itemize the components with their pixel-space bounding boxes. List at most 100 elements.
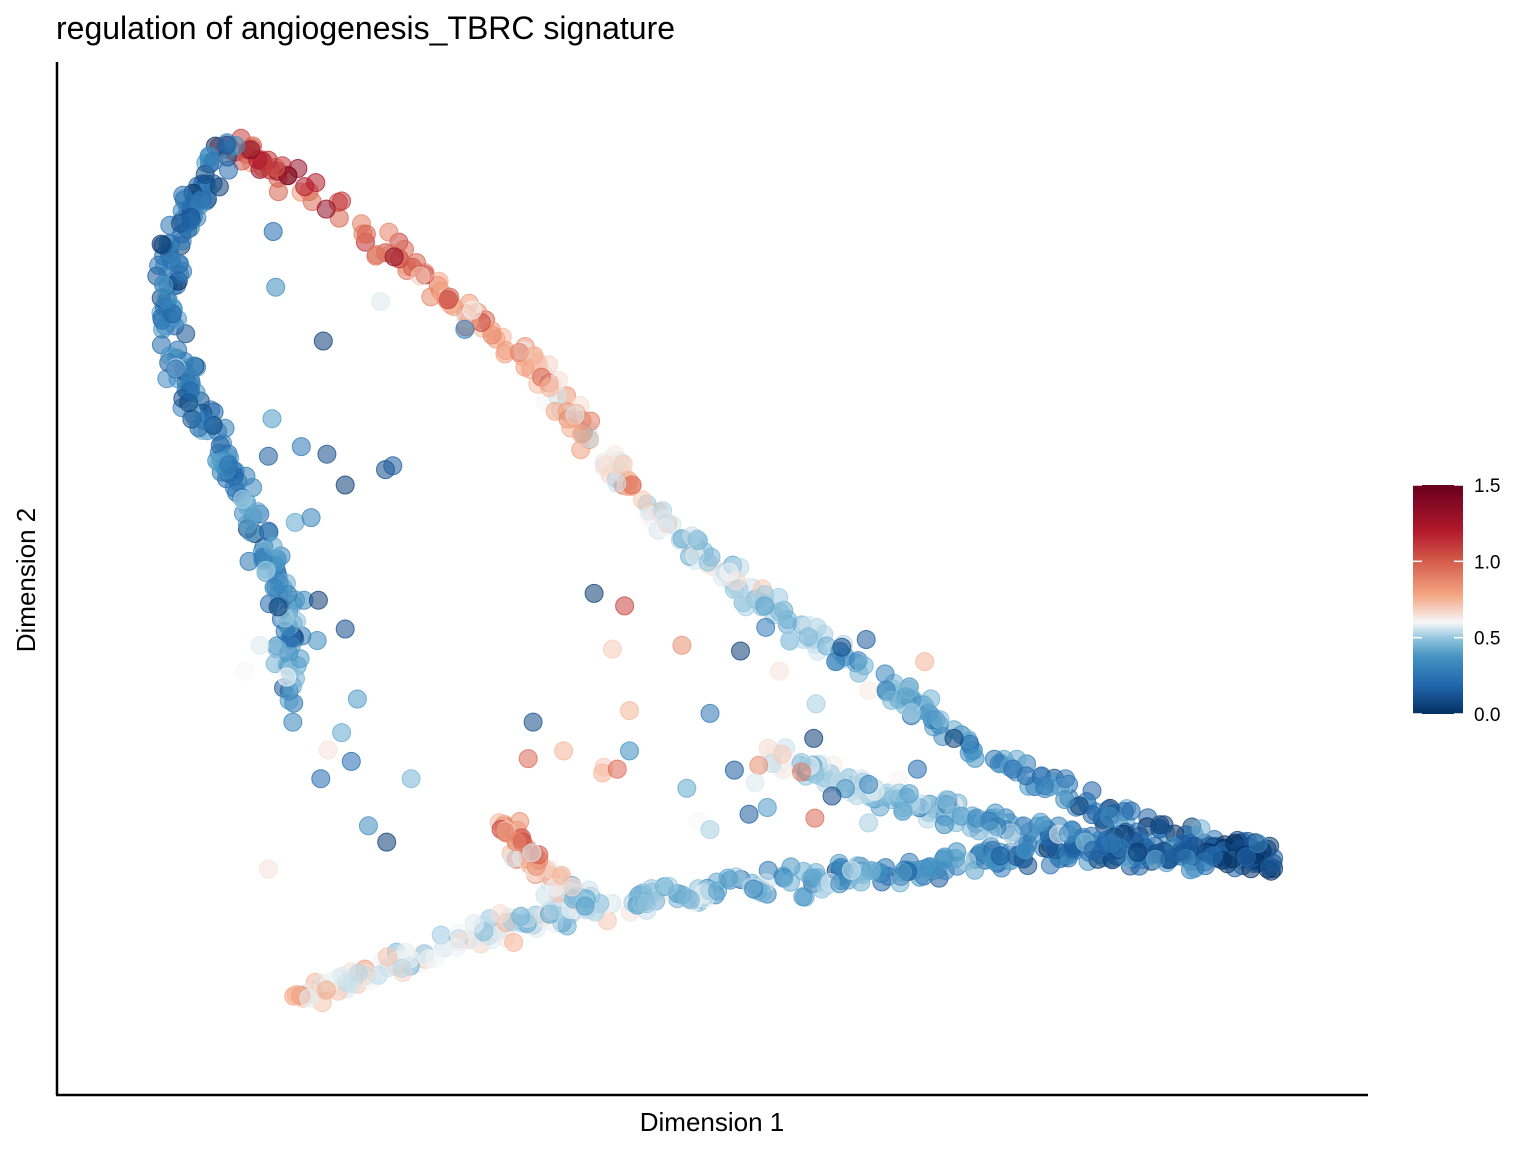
data-point: [602, 639, 622, 659]
data-point: [944, 728, 964, 748]
data-point: [317, 444, 337, 464]
colorbar: [1413, 485, 1463, 714]
data-point: [429, 271, 449, 291]
data-point: [1055, 790, 1075, 809]
data-point: [410, 266, 430, 286]
data-point: [936, 790, 956, 810]
data-point: [523, 712, 543, 732]
data-point: [178, 213, 198, 233]
data-point: [921, 689, 941, 709]
data-point: [219, 160, 238, 180]
data-point: [295, 177, 315, 197]
data-point: [180, 381, 200, 401]
data-point: [678, 888, 698, 908]
data-point: [464, 914, 484, 933]
data-point: [490, 904, 510, 924]
data-point: [552, 865, 572, 885]
data-point: [806, 694, 826, 714]
data-point: [371, 292, 391, 312]
data-point: [347, 689, 367, 709]
data-point: [1236, 847, 1256, 867]
data-point: [1160, 849, 1180, 869]
data-point: [332, 723, 352, 743]
data-point: [279, 690, 299, 710]
data-point: [659, 876, 679, 896]
data-point: [919, 857, 939, 877]
data-point: [1203, 846, 1223, 866]
data-point: [745, 773, 765, 793]
data-point: [396, 942, 416, 962]
data-point: [266, 277, 286, 297]
data-points: [147, 128, 1284, 1013]
data-point: [637, 894, 657, 914]
data-point: [749, 755, 769, 775]
data-point: [620, 701, 639, 721]
data-point: [607, 759, 627, 779]
data-point: [780, 630, 800, 650]
data-point: [595, 455, 615, 475]
data-point: [756, 617, 776, 637]
data-point: [377, 832, 397, 852]
data-point: [250, 635, 270, 655]
data-point: [332, 191, 352, 211]
data-point: [1121, 801, 1141, 821]
data-point: [615, 596, 635, 616]
data-point: [1260, 857, 1279, 876]
data-point: [700, 703, 720, 723]
data-point: [772, 744, 792, 764]
data-point: [1248, 834, 1268, 854]
data-point: [672, 635, 692, 655]
data-point: [341, 751, 361, 771]
data-point: [1003, 759, 1023, 779]
data-point: [854, 656, 874, 676]
data-point: [166, 359, 186, 379]
data-point: [1128, 842, 1147, 862]
data-point: [805, 808, 825, 828]
data-point: [283, 712, 303, 732]
data-point: [291, 437, 311, 457]
data-point: [842, 860, 861, 880]
data-point: [379, 222, 399, 242]
data-point: [687, 529, 707, 549]
data-point: [1035, 776, 1055, 796]
data-point: [793, 887, 813, 907]
data-point: [1083, 840, 1103, 860]
data-point: [173, 185, 193, 205]
data-point: [194, 410, 214, 430]
data-point: [1018, 834, 1038, 854]
data-point: [563, 877, 582, 897]
data-point: [335, 619, 355, 639]
data-point: [744, 879, 764, 899]
data-point: [268, 182, 288, 202]
data-point: [341, 974, 361, 994]
data-point: [311, 769, 331, 789]
data-point: [318, 740, 338, 760]
data-point: [1031, 812, 1051, 832]
data-point: [633, 490, 652, 510]
data-point: [539, 378, 559, 397]
data-point: [907, 759, 927, 779]
data-point: [219, 455, 239, 475]
data-point: [235, 661, 255, 681]
data-point: [613, 454, 633, 474]
data-point: [901, 703, 921, 723]
data-point: [1058, 824, 1078, 844]
data-point: [770, 661, 789, 681]
data-point: [378, 947, 397, 967]
data-point: [731, 641, 750, 661]
chart-title: regulation of angiogenesis_TBRC signatur…: [56, 10, 675, 46]
data-point: [700, 820, 720, 840]
data-point: [248, 502, 268, 522]
data-point: [946, 849, 965, 868]
data-point: [719, 562, 739, 582]
data-point: [781, 872, 800, 892]
data-point: [504, 932, 524, 952]
data-point: [965, 860, 985, 880]
data-point: [301, 508, 321, 528]
data-point: [798, 627, 818, 647]
data-point: [698, 552, 718, 572]
data-point: [317, 980, 336, 1000]
data-point: [822, 786, 842, 806]
colorbar-tick-label: 0.5: [1474, 629, 1500, 650]
data-point: [724, 760, 744, 780]
